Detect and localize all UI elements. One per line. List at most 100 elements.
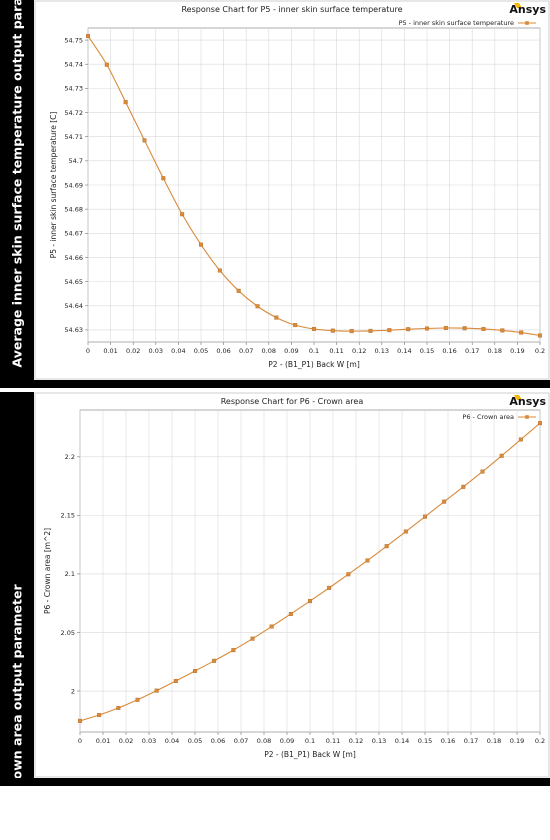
x-tick-label: 0.08 <box>257 737 271 745</box>
data-point <box>180 212 185 217</box>
legend-marker <box>525 415 529 419</box>
data-point <box>308 599 313 604</box>
x-tick-label: 0.19 <box>510 347 524 355</box>
ansys-logo-mark <box>514 3 522 8</box>
x-tick-label: 0.03 <box>149 347 163 355</box>
data-point <box>97 713 102 718</box>
x-tick-label: 0.09 <box>280 737 294 745</box>
legend-marker <box>525 21 529 25</box>
data-point <box>349 329 354 334</box>
data-point <box>231 648 236 653</box>
legend: P6 - Crown area <box>462 413 536 421</box>
x-tick-label: 0.17 <box>465 347 479 355</box>
data-point <box>442 499 447 504</box>
x-tick-label: 0.2 <box>535 347 545 355</box>
top-bottom-band <box>0 380 550 388</box>
x-tick-label: 0.06 <box>211 737 225 745</box>
x-tick-label: 0 <box>86 347 90 355</box>
data-point <box>538 333 543 338</box>
data-point <box>500 328 505 333</box>
data-point <box>154 688 159 693</box>
data-point <box>173 678 178 683</box>
chart-title: Response Chart for P6 - Crown area <box>221 397 364 406</box>
data-point <box>269 624 274 629</box>
data-point <box>519 330 524 335</box>
top-side-label: Average inner skin surface temperature o… <box>9 0 25 368</box>
data-point <box>198 242 203 247</box>
ansys-logo: Ansys <box>509 3 546 16</box>
y-tick-label: 54.72 <box>64 109 83 117</box>
ansys-logo-mark <box>514 395 522 400</box>
data-point <box>425 326 430 331</box>
data-point <box>288 611 293 616</box>
x-tick-label: 0.05 <box>188 737 202 745</box>
y-tick-label: 54.71 <box>64 133 83 141</box>
x-tick-label: 0.15 <box>420 347 434 355</box>
data-point <box>461 484 466 489</box>
x-tick-label: 0.03 <box>142 737 156 745</box>
data-point <box>346 572 351 577</box>
x-tick-label: 0.12 <box>349 737 363 745</box>
y-tick-label: 2.15 <box>61 512 75 520</box>
legend-label: P6 - Crown area <box>462 413 514 421</box>
data-point <box>135 697 140 702</box>
data-point <box>236 288 241 293</box>
y-tick-label: 54.7 <box>69 157 83 165</box>
x-tick-label: 0.06 <box>216 347 230 355</box>
x-tick-label: 0.04 <box>171 347 185 355</box>
data-point <box>365 558 370 563</box>
data-point <box>403 529 408 534</box>
data-point <box>142 138 147 143</box>
x-tick-label: 0.12 <box>352 347 366 355</box>
data-point <box>192 668 197 673</box>
y-axis-label: P5 - inner skin surface temperature [C] <box>49 112 58 259</box>
data-point <box>423 514 428 519</box>
top-side-band: Average inner skin surface temperature o… <box>0 0 34 380</box>
grid-lines <box>87 28 541 342</box>
data-point <box>161 176 166 181</box>
data-point <box>312 326 317 331</box>
x-tick-label: 0.2 <box>535 737 545 745</box>
data-point <box>274 315 279 320</box>
y-tick-label: 54.63 <box>64 326 83 334</box>
x-tick-label: 0.04 <box>165 737 179 745</box>
x-tick-label: 0.13 <box>372 737 386 745</box>
y-tick-label: 54.69 <box>64 181 83 189</box>
data-point <box>116 705 121 710</box>
data-point <box>538 421 543 426</box>
x-tick-label: 0.18 <box>487 737 501 745</box>
x-tick-label: 0.07 <box>234 737 248 745</box>
x-tick-label: 0.16 <box>441 737 455 745</box>
y-tick-label: 2.1 <box>65 570 75 578</box>
chart-title: Response Chart for P5 - inner skin surfa… <box>181 5 402 14</box>
data-point <box>255 304 260 309</box>
y-tick-label: 54.73 <box>64 85 83 93</box>
y-tick-label: 54.67 <box>64 230 83 238</box>
x-tick-label: 0.1 <box>305 737 315 745</box>
data-point <box>217 268 222 273</box>
x-tick-label: 0.14 <box>395 737 409 745</box>
x-tick-label: 0.13 <box>375 347 389 355</box>
data-point <box>78 718 83 723</box>
data-point <box>443 325 448 330</box>
x-tick-label: 0.17 <box>464 737 478 745</box>
x-tick-label: 0.02 <box>119 737 133 745</box>
x-tick-label: 0.08 <box>262 347 276 355</box>
x-tick-label: 0.1 <box>309 347 319 355</box>
x-tick-label: 0.11 <box>329 347 343 355</box>
x-axis-label: P2 - (B1_P1) Back W [m] <box>268 360 360 369</box>
data-point <box>499 453 504 458</box>
ansys-logo: Ansys <box>509 395 546 408</box>
bottom-chart-panel: Crown area output parameter Response Cha… <box>0 392 550 795</box>
y-tick-label: 2.05 <box>61 629 75 637</box>
x-tick-label: 0.11 <box>326 737 340 745</box>
data-point <box>104 62 109 67</box>
temperature-chart: Response Chart for P5 - inner skin surfa… <box>34 0 550 380</box>
bottom-side-label: Crown area output parameter <box>9 584 25 795</box>
x-tick-label: 0.05 <box>194 347 208 355</box>
data-point <box>86 33 91 38</box>
data-point <box>330 328 335 333</box>
y-tick-label: 54.64 <box>64 302 83 310</box>
data-point <box>327 585 332 590</box>
y-tick-label: 54.66 <box>64 254 83 262</box>
